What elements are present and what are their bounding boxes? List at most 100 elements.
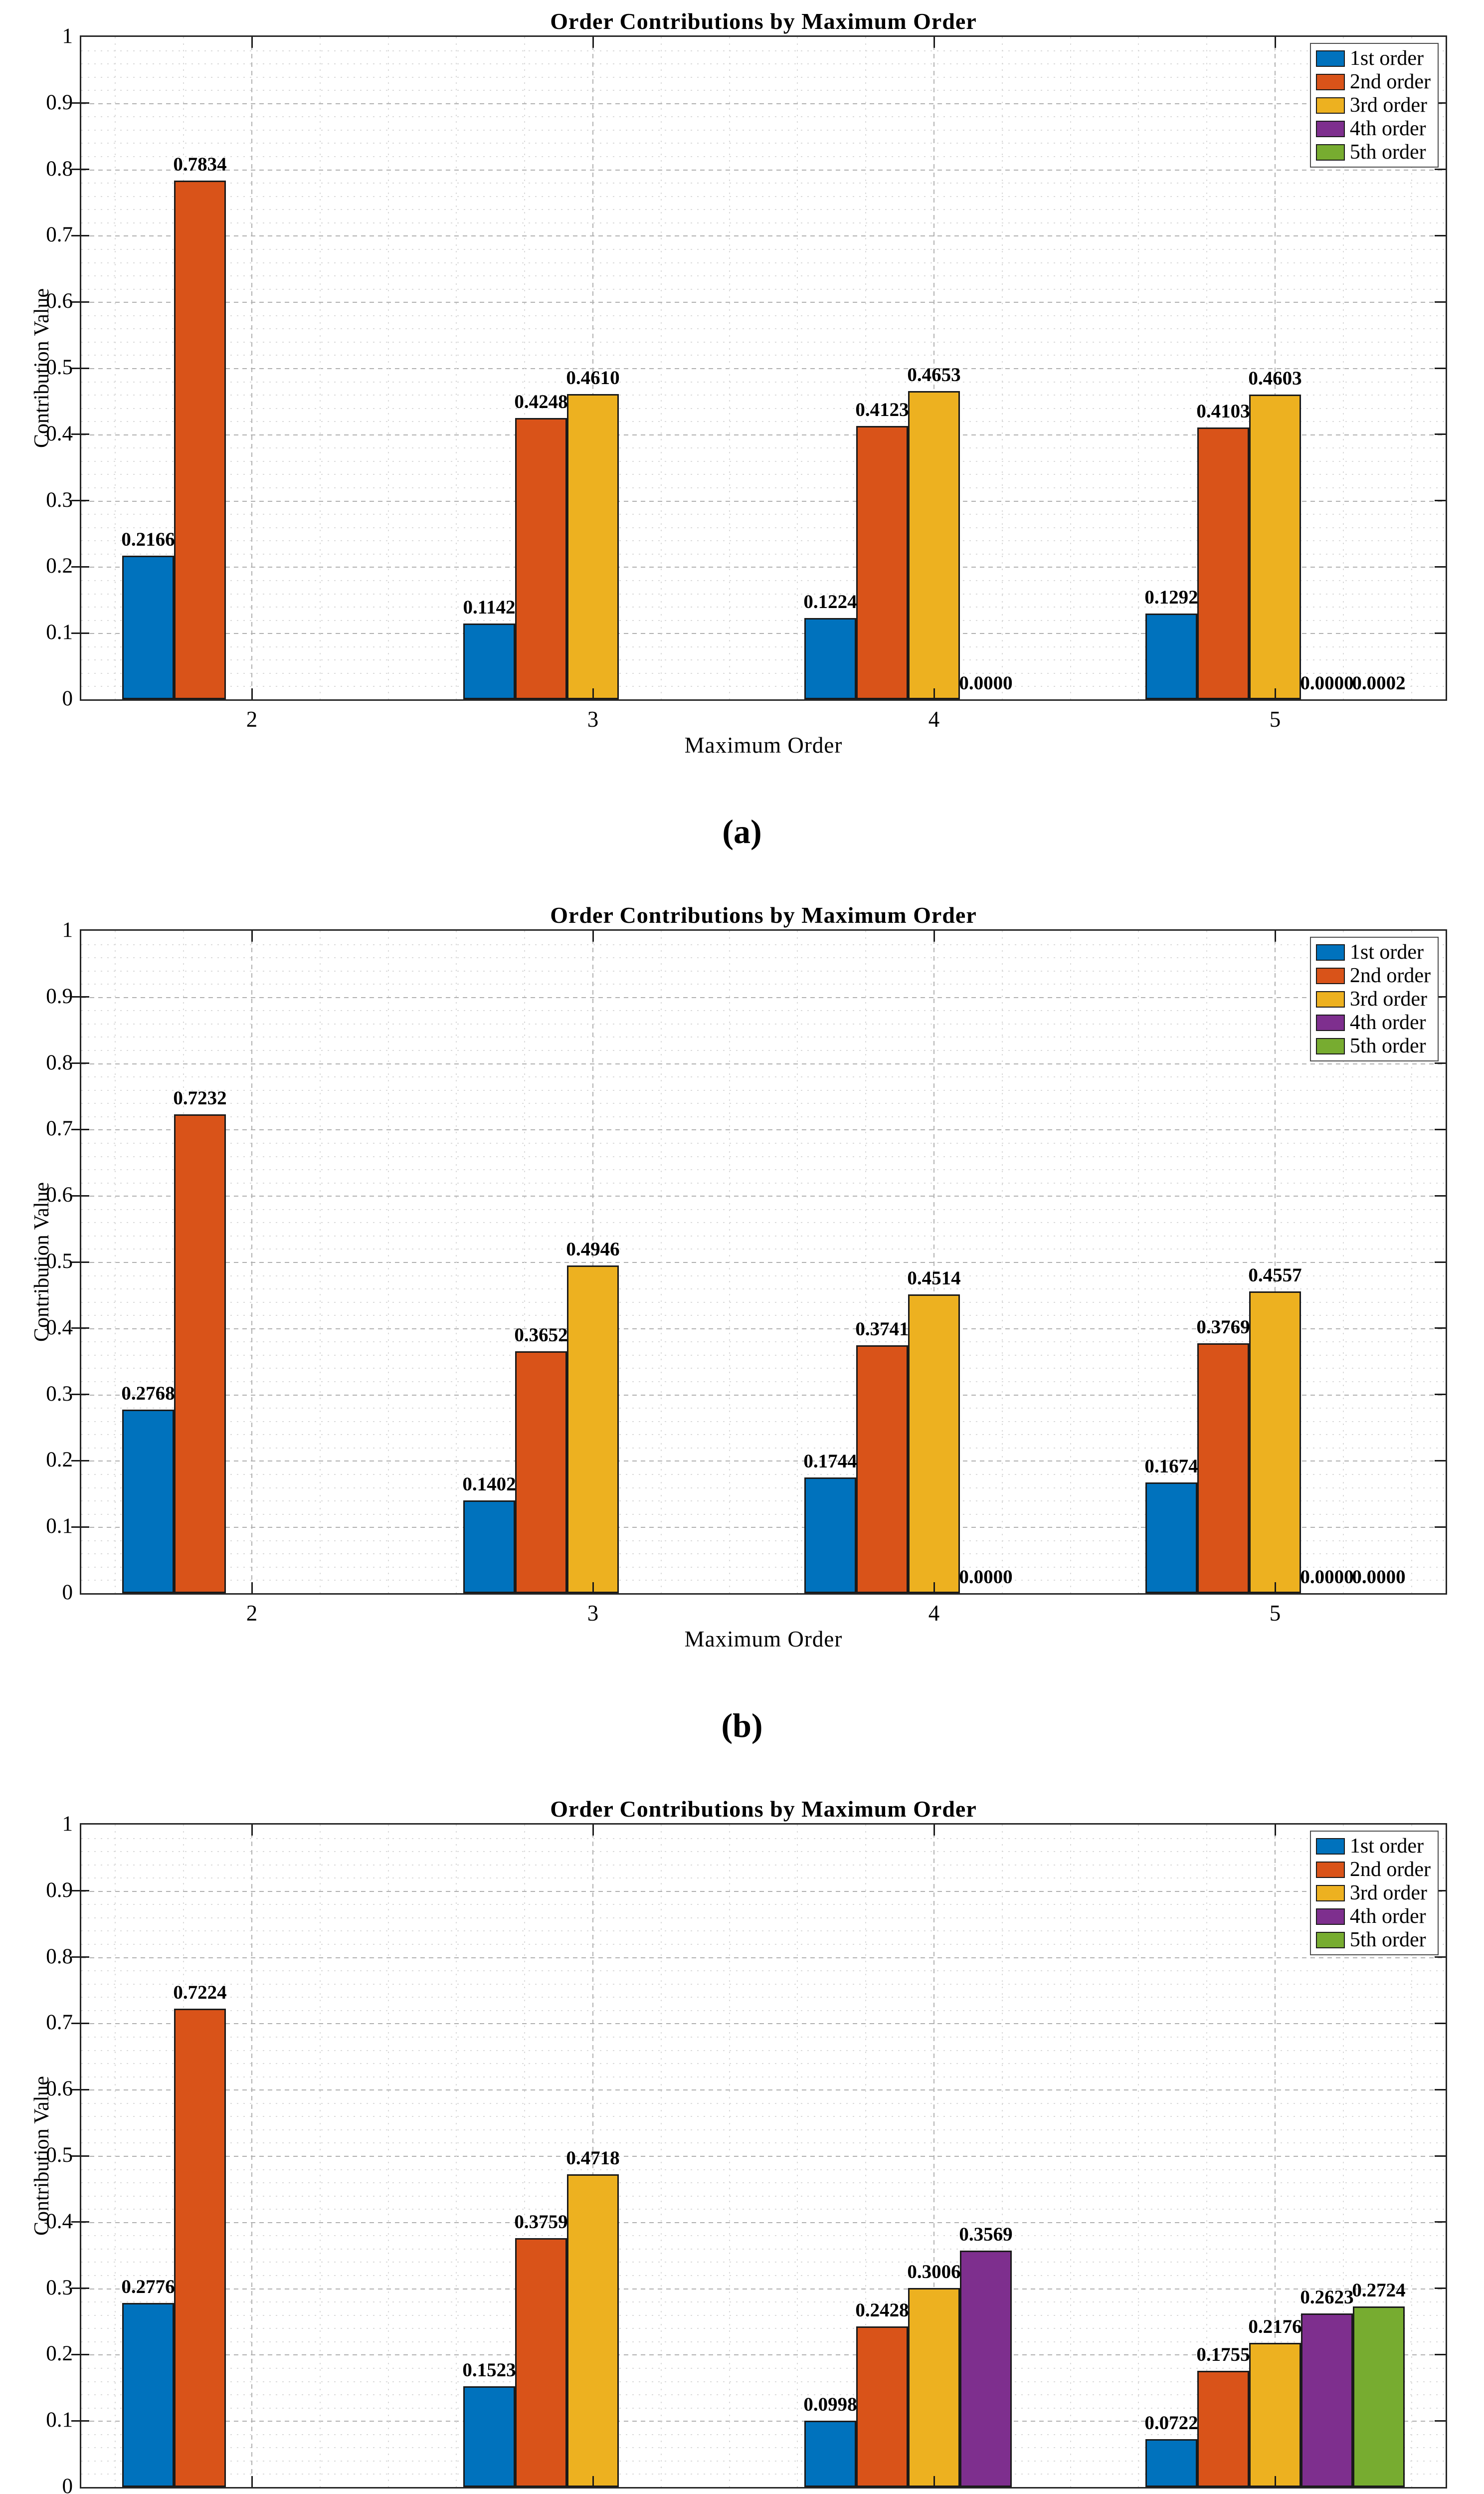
y-tick-mark — [71, 1459, 89, 1461]
x-tick-mark — [933, 1825, 935, 1836]
h-gridline-minor — [81, 1381, 1446, 1383]
y-tick-mark — [71, 500, 89, 502]
v-gridline-minor — [319, 1825, 321, 2487]
grid-layer — [81, 1825, 1446, 2487]
v-gridline-minor — [1001, 931, 1003, 1593]
bar-value-label: 0.4610 — [566, 367, 620, 389]
y-tick-mark — [1435, 1327, 1446, 1329]
v-gridline-major — [1275, 37, 1276, 699]
v-gridline-minor — [1138, 1825, 1139, 2487]
v-gridline-minor — [456, 931, 457, 1593]
y-tick-mark — [1435, 2287, 1446, 2289]
v-gridline-minor — [387, 1825, 389, 2487]
x-tick-mark — [933, 688, 935, 699]
x-tick-label: 3 — [587, 1601, 599, 1626]
h-gridline-major — [81, 997, 1446, 998]
legend-label: 5th order — [1349, 141, 1426, 164]
legend-item-3rd-order: 3rd order — [1315, 989, 1431, 1010]
v-gridline-minor — [115, 37, 116, 699]
x-tick-mark — [933, 37, 935, 48]
legend-item-5th-order: 5th order — [1315, 1036, 1431, 1056]
h-gridline-minor — [81, 395, 1446, 396]
h-gridline-minor — [81, 2460, 1446, 2462]
bar-2nd-order-x5 — [1197, 1343, 1249, 1593]
y-tick-mark — [1435, 102, 1446, 104]
y-tick-mark — [71, 301, 89, 303]
legend-swatch-2nd-order — [1315, 1861, 1345, 1878]
v-gridline-minor — [1001, 1825, 1003, 2487]
h-gridline-minor — [81, 1222, 1446, 1224]
bar-4th-order-x4 — [960, 2251, 1012, 2487]
v-gridline-minor — [1001, 37, 1003, 699]
bar-value-label: 0.2428 — [855, 2299, 909, 2321]
bar-value-label: 0.1744 — [803, 1451, 857, 1472]
v-gridline-minor — [524, 37, 526, 699]
y-tick-mark — [71, 367, 89, 369]
v-gridline-minor — [1411, 37, 1412, 699]
x-tick-mark — [251, 2476, 253, 2487]
h-gridline-minor — [81, 1354, 1446, 1356]
legend-label: 2nd order — [1349, 1858, 1431, 1881]
h-gridline-minor — [81, 1487, 1446, 1488]
x-tick-mark — [1274, 37, 1276, 48]
bar-value-label: 0.3569 — [959, 2224, 1013, 2245]
v-gridline-major — [933, 931, 934, 1593]
h-gridline-minor — [81, 1368, 1446, 1369]
h-gridline-major — [81, 2023, 1446, 2025]
v-gridline-minor — [729, 931, 730, 1593]
y-tick-label: 0.5 — [46, 356, 73, 379]
y-tick-mark — [1435, 1261, 1446, 1263]
y-tick-mark — [71, 1394, 89, 1396]
y-tick-mark — [1435, 433, 1446, 435]
h-gridline-minor — [81, 2063, 1446, 2065]
h-gridline-minor — [81, 63, 1446, 65]
y-tick-mark — [1435, 1128, 1446, 1130]
h-gridline-minor — [81, 381, 1446, 383]
h-gridline-minor — [81, 341, 1446, 343]
y-tick-label: 0.9 — [46, 984, 73, 1008]
y-tick-label: 0.8 — [46, 1944, 73, 1968]
y-tick-mark — [71, 1526, 89, 1528]
bar-2nd-order-x2 — [174, 1114, 226, 1593]
x-tick-mark — [592, 2476, 594, 2487]
y-tick-label: 0 — [62, 687, 73, 710]
y-tick-label: 1 — [62, 1812, 73, 1836]
h-gridline-minor — [81, 196, 1446, 197]
y-tick-label: 0.3 — [46, 488, 73, 512]
h-gridline-major — [81, 1460, 1446, 1462]
h-gridline-minor — [81, 1050, 1446, 1051]
x-tick-mark — [1274, 2476, 1276, 2487]
h-gridline-major — [81, 2421, 1446, 2422]
bar-value-label: 0.4248 — [514, 391, 568, 413]
h-gridline-minor — [81, 2434, 1446, 2435]
v-gridline-minor — [387, 37, 389, 699]
y-tick-label: 0.2 — [46, 554, 73, 578]
y-tick-mark — [71, 102, 89, 104]
y-tick-mark — [1435, 2420, 1446, 2422]
h-gridline-minor — [81, 686, 1446, 687]
y-tick-mark — [1435, 234, 1446, 236]
y-tick-mark — [1435, 2088, 1446, 2090]
bar-value-label: 0.2768 — [121, 1383, 175, 1404]
h-gridline-minor — [81, 984, 1446, 985]
h-gridline-minor — [81, 2102, 1446, 2104]
h-gridline-minor — [81, 2076, 1446, 2078]
h-gridline-minor — [81, 1473, 1446, 1475]
x-tick-mark — [251, 1825, 253, 1836]
h-gridline-major — [81, 103, 1446, 104]
x-tick-label: 5 — [1269, 1601, 1281, 1626]
legend-label: 1st order — [1349, 1835, 1424, 1858]
h-gridline-minor — [81, 1235, 1446, 1237]
y-tick-label: 0.2 — [46, 1448, 73, 1472]
x-tick-label: 5 — [1269, 707, 1281, 732]
bar-2nd-order-x2 — [174, 2009, 226, 2487]
bar-5th-order-x5 — [1353, 2306, 1405, 2487]
h-gridline-minor — [81, 275, 1446, 277]
bar-value-label: 0.0000 — [1300, 1566, 1354, 1588]
bar-4th-order-x5 — [1301, 2313, 1353, 2487]
h-gridline-minor — [81, 1089, 1446, 1091]
h-gridline-major — [81, 302, 1446, 303]
legend: 1st order 2nd order 3rd order 4th order 5th … — [1309, 1831, 1439, 1955]
h-gridline-minor — [81, 262, 1446, 263]
bar-value-label: 0.4946 — [566, 1239, 620, 1260]
